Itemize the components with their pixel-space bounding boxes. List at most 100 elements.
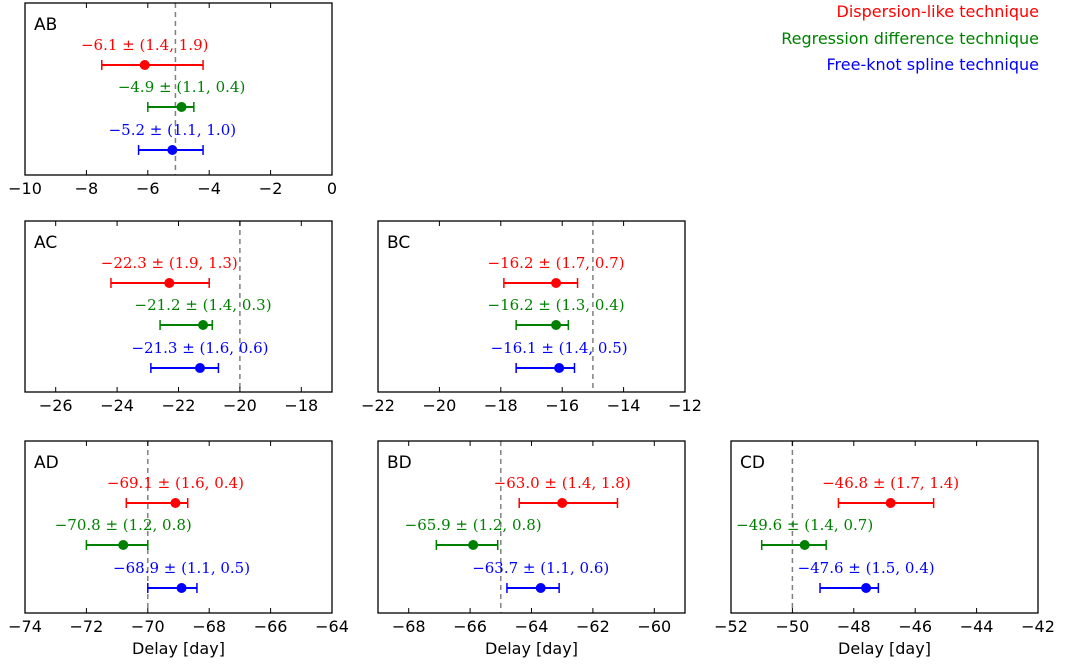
errorbar-ad-0: −69.1 ± (1.6, 0.4) [107, 474, 244, 508]
x-tick-label: −46 [898, 617, 932, 636]
errorbar-label: −4.9 ± (1.1, 0.4) [118, 78, 245, 96]
x-tick-label: −22 [361, 396, 395, 415]
errorbar-ac-1: −21.2 ± (1.4, 0.3) [135, 296, 272, 330]
errorbar-marker [557, 498, 568, 508]
legend: Dispersion-like technique Regression dif… [781, 2, 1039, 74]
errorbar-ab-2: −5.2 ± (1.1, 1.0) [109, 121, 236, 155]
x-tick-label: −22 [162, 396, 196, 415]
errorbar-ab-0: −6.1 ± (1.4, 1.9) [81, 36, 208, 70]
errorbar-label: −16.1 ± (1.4, 0.5) [491, 339, 628, 357]
panel-ac: −22.3 ± (1.9, 1.3) −21.2 ± (1.4, 0.3) −21.… [24, 220, 333, 415]
x-tick-label: −44 [960, 617, 994, 636]
errorbar-label: −16.2 ± (1.3, 0.4) [488, 296, 625, 314]
panel-ad: −69.1 ± (1.6, 0.4) −70.8 ± (1.2, 0.8) −68.… [8, 440, 349, 658]
errorbar-marker [861, 583, 872, 593]
x-tick-label: −64 [315, 617, 349, 636]
x-tick-label: −24 [100, 396, 134, 415]
x-tick-label: −42 [1021, 617, 1055, 636]
errorbar-bc-1: −16.2 ± (1.3, 0.4) [488, 296, 625, 330]
panel-label: BD [387, 453, 412, 473]
x-tick-label: −14 [607, 396, 641, 415]
x-tick-label: −4 [197, 179, 221, 198]
errorbar-label: −63.0 ± (1.4, 1.8) [494, 474, 631, 492]
panel-ab: −6.1 ± (1.4, 1.9) −4.9 ± (1.1, 0.4) −5.2 ±… [8, 2, 337, 198]
x-axis-label: Delay [day] [838, 639, 931, 658]
errorbar-label: −69.1 ± (1.6, 0.4) [107, 474, 244, 492]
x-tick-label: −12 [668, 396, 702, 415]
panel-label: AD [34, 453, 59, 473]
panel-cd: −46.8 ± (1.7, 1.4) −49.6 ± (1.4, 0.7) −47.… [714, 440, 1055, 658]
x-tick-label: −50 [776, 617, 810, 636]
x-tick-label: −62 [576, 617, 610, 636]
panel-label: BC [387, 233, 410, 253]
panel-label: AC [34, 233, 57, 253]
errorbar-label: −49.6 ± (1.4, 0.7) [736, 516, 873, 534]
errorbar-bc-2: −16.1 ± (1.4, 0.5) [491, 339, 628, 373]
errorbar-marker [164, 278, 175, 288]
x-tick-label: −8 [75, 179, 99, 198]
errorbar-label: −65.9 ± (1.2, 0.8) [405, 516, 542, 534]
panel-label: AB [34, 15, 57, 35]
errorbar-bd-1: −65.9 ± (1.2, 0.8) [405, 516, 542, 550]
x-tick-label: −72 [70, 617, 104, 636]
x-tick-label: −10 [8, 179, 42, 198]
errorbar-marker [551, 320, 562, 330]
errorbar-cd-1: −49.6 ± (1.4, 0.7) [736, 516, 873, 550]
errorbar-marker [198, 320, 209, 330]
panel-frame [24, 440, 333, 614]
errorbar-marker [554, 363, 565, 373]
errorbar-label: −16.2 ± (1.7, 0.7) [488, 254, 625, 272]
errorbar-label: −47.6 ± (1.5, 0.4) [798, 559, 935, 577]
x-tick-label: −64 [515, 617, 549, 636]
legend-entry-dispersion: Dispersion-like technique [837, 2, 1039, 21]
x-tick-label: −68 [392, 617, 426, 636]
errorbar-ac-0: −22.3 ± (1.9, 1.3) [101, 254, 238, 288]
errorbar-marker [167, 145, 178, 155]
errorbar-marker [799, 540, 810, 550]
errorbar-label: −68.9 ± (1.1, 0.5) [113, 559, 250, 577]
x-tick-label: −52 [714, 617, 748, 636]
x-tick-label: −66 [254, 617, 288, 636]
x-tick-label: −16 [545, 396, 579, 415]
errorbar-marker [468, 540, 479, 550]
panel-bc: −16.2 ± (1.7, 0.7) −16.2 ± (1.3, 0.4) −16.… [361, 220, 702, 415]
x-tick-label: −66 [453, 617, 487, 636]
x-tick-label: −18 [284, 396, 318, 415]
errorbar-ad-2: −68.9 ± (1.1, 0.5) [113, 559, 250, 593]
x-axis-label: Delay [day] [132, 639, 225, 658]
x-tick-label: −6 [136, 179, 160, 198]
x-tick-label: −74 [8, 617, 42, 636]
errorbar-label: −70.8 ± (1.2, 0.8) [55, 516, 192, 534]
x-tick-label: −60 [637, 617, 671, 636]
errorbar-ab-1: −4.9 ± (1.1, 0.4) [118, 78, 245, 112]
errorbar-marker [194, 363, 205, 373]
errorbar-label: −22.3 ± (1.9, 1.3) [101, 254, 238, 272]
panel-label: CD [740, 453, 765, 473]
x-tick-label: −18 [484, 396, 518, 415]
errorbar-marker [170, 498, 181, 508]
panel-frame [24, 2, 333, 176]
x-tick-label: −2 [259, 179, 283, 198]
errorbar-label: −46.8 ± (1.7, 1.4) [822, 474, 959, 492]
errorbar-label: −5.2 ± (1.1, 1.0) [109, 121, 236, 139]
x-tick-label: −48 [837, 617, 871, 636]
errorbar-bc-0: −16.2 ± (1.7, 0.7) [488, 254, 625, 288]
errorbar-label: −63.7 ± (1.1, 0.6) [472, 559, 609, 577]
errorbar-label: −21.2 ± (1.4, 0.3) [135, 296, 272, 314]
errorbar-bd-0: −63.0 ± (1.4, 1.8) [494, 474, 631, 508]
errorbar-label: −6.1 ± (1.4, 1.9) [81, 36, 208, 54]
panel-frame [377, 220, 686, 393]
legend-entry-spline: Free-knot spline technique [826, 55, 1039, 74]
errorbar-ad-1: −70.8 ± (1.2, 0.8) [55, 516, 192, 550]
errorbar-marker [176, 583, 187, 593]
errorbar-cd-0: −46.8 ± (1.7, 1.4) [822, 474, 959, 508]
errorbar-cd-2: −47.6 ± (1.5, 0.4) [798, 559, 935, 593]
errorbar-marker [551, 278, 562, 288]
panel-frame [730, 440, 1039, 614]
x-tick-label: −68 [192, 617, 226, 636]
errorbar-marker [118, 540, 129, 550]
errorbar-label: −21.3 ± (1.6, 0.6) [131, 339, 268, 357]
errorbar-bd-2: −63.7 ± (1.1, 0.6) [472, 559, 609, 593]
errorbar-marker [139, 60, 150, 70]
